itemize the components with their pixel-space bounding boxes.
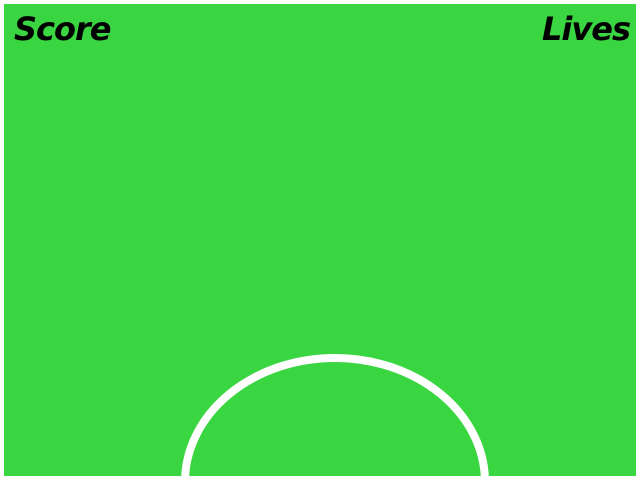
lives-label: Lives xyxy=(542,10,631,48)
center-arc-line xyxy=(181,354,489,476)
playing-field[interactable] xyxy=(4,4,636,476)
grass-background xyxy=(4,4,636,476)
score-label: Score xyxy=(14,10,111,48)
